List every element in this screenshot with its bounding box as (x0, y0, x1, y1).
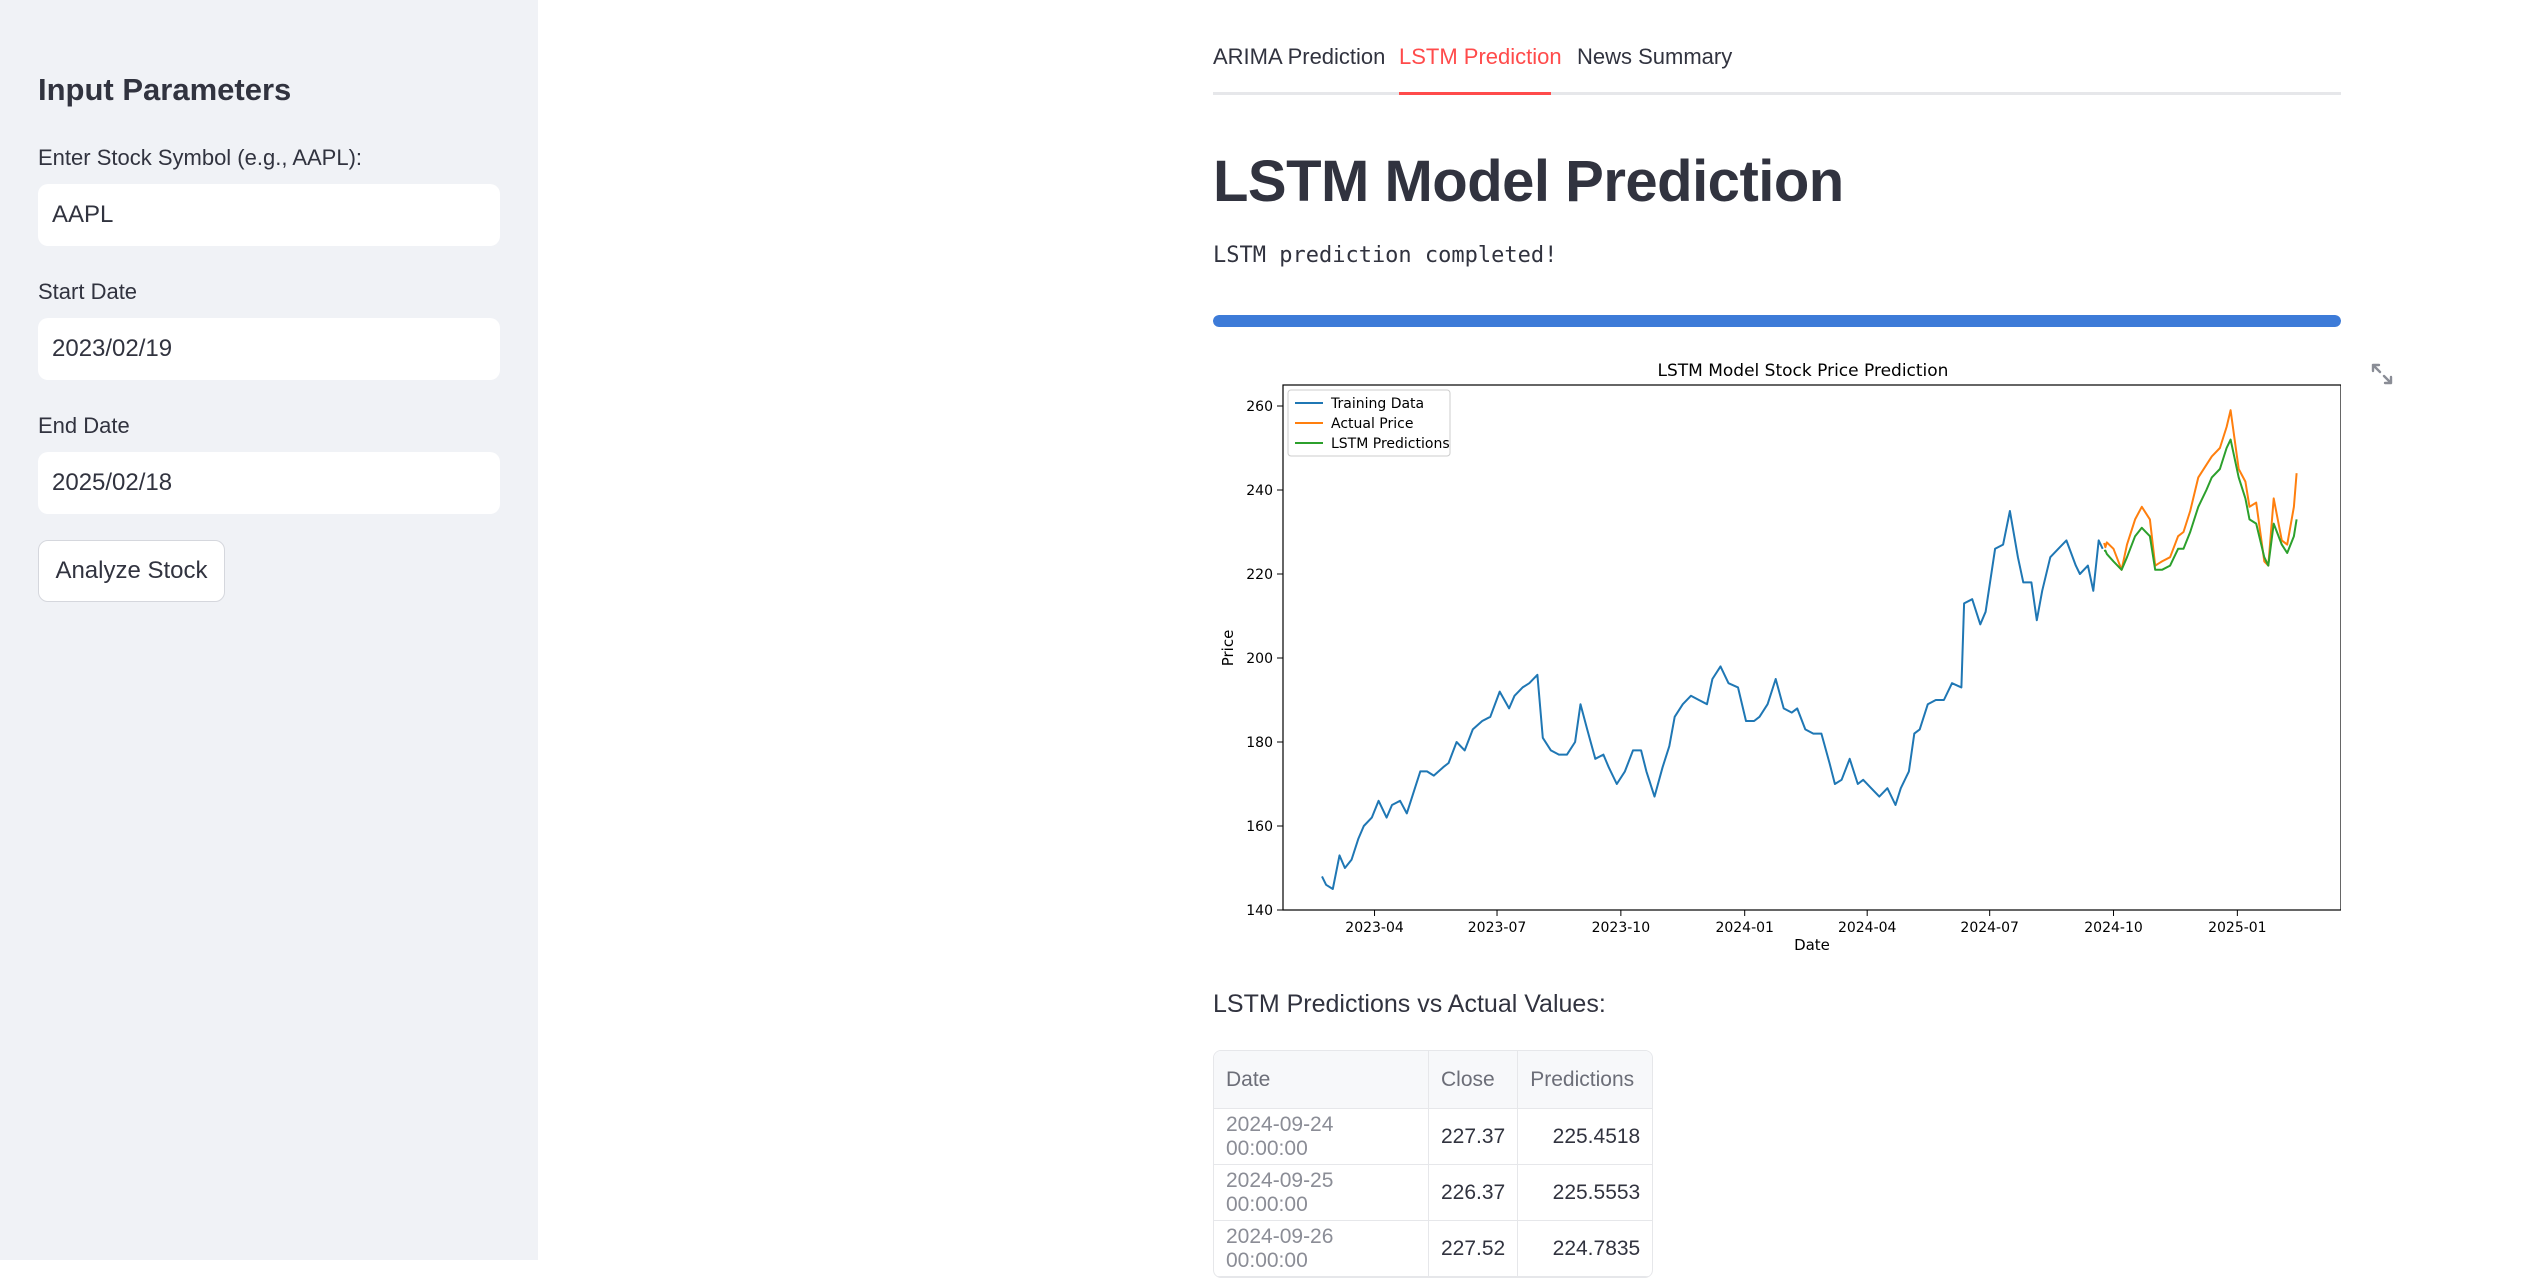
y-tick-label: 160 (1246, 819, 1273, 835)
x-tick-label: 2025-01 (2208, 920, 2267, 936)
table-row: 2024-09-24 00:00:00 227.37 225.4518 (1214, 1109, 1653, 1165)
chart-series (1321, 409, 2298, 890)
legend-label-actual: Actual Price (1331, 416, 1413, 432)
symbol-input-value: AAPL (52, 201, 114, 228)
x-tick-label: 2023-04 (1345, 920, 1404, 936)
chart-plot-area (1282, 384, 2342, 911)
expand-fullscreen-icon[interactable] (2370, 362, 2394, 386)
page-title: LSTM Model Prediction (1213, 149, 1844, 214)
start-date-input[interactable]: 2023/02/19 (38, 318, 500, 380)
chart-legend: Training Data Actual Price LSTM Predicti… (1287, 389, 1451, 457)
active-tab-indicator (1399, 92, 1551, 95)
sidebar: Input Parameters Enter Stock Symbol (e.g… (0, 0, 538, 1260)
table-header-row: Date Close Predictions (1214, 1051, 1653, 1109)
row-close: 227.52 (1429, 1221, 1519, 1277)
analyze-stock-button[interactable]: Analyze Stock (38, 540, 225, 602)
y-tick-label: 180 (1246, 735, 1273, 751)
column-header-date[interactable]: Date (1214, 1051, 1429, 1109)
symbol-input[interactable]: AAPL (38, 184, 500, 246)
y-tick-label: 200 (1246, 651, 1273, 667)
tab-bar-divider (1213, 92, 2341, 95)
tab-bar: ARIMA Prediction LSTM Prediction News Su… (1213, 40, 2341, 96)
y-axis-ticks: 140 160 180 200 220 240 260 (1246, 399, 1283, 919)
row-date: 2024-09-26 00:00:00 (1214, 1221, 1429, 1277)
y-tick-label: 140 (1246, 903, 1273, 919)
x-tick-label: 2024-01 (1715, 920, 1774, 936)
chart-title: LSTM Model Stock Price Prediction (1658, 361, 1949, 381)
table-row: 2024-09-26 00:00:00 227.52 224.7835 (1214, 1221, 1653, 1277)
x-tick-label: 2023-07 (1468, 920, 1527, 936)
end-date-label: End Date (38, 413, 130, 438)
row-prediction: 224.7835 (1518, 1221, 1653, 1277)
row-date: 2024-09-25 00:00:00 (1214, 1165, 1429, 1221)
legend-box (1287, 389, 1451, 457)
end-date-input[interactable]: 2025/02/18 (38, 452, 500, 514)
series-line-predictions (2103, 438, 2298, 571)
x-axis-label: Date (1794, 936, 1830, 954)
row-close: 227.37 (1429, 1109, 1519, 1165)
row-prediction: 225.5553 (1518, 1165, 1653, 1221)
y-axis-label: Price (1219, 630, 1237, 667)
start-date-value: 2023/02/19 (52, 335, 173, 362)
column-header-close[interactable]: Close (1429, 1051, 1519, 1109)
table-caption: LSTM Predictions vs Actual Values: (1213, 990, 1606, 1018)
row-date: 2024-09-24 00:00:00 (1214, 1109, 1429, 1165)
legend-label-training: Training Data (1330, 396, 1424, 412)
tab-lstm-prediction[interactable]: LSTM Prediction (1399, 44, 1562, 69)
y-tick-label: 240 (1246, 483, 1273, 499)
progress-bar-fill (1213, 315, 2341, 327)
lstm-chart-svg: LSTM Model Stock Price Prediction 140 160… (1219, 361, 2342, 954)
row-close: 226.37 (1429, 1165, 1519, 1221)
x-tick-label: 2023-10 (1592, 920, 1651, 936)
series-line-training (1321, 510, 2104, 890)
table-row: 2024-09-25 00:00:00 226.37 225.5553 (1214, 1165, 1653, 1221)
y-tick-label: 220 (1246, 567, 1273, 583)
sidebar-title: Input Parameters (38, 72, 292, 107)
tab-news-summary[interactable]: News Summary (1577, 44, 1733, 69)
predictions-table: Date Close Predictions 2024-09-24 00:00:… (1213, 1050, 1654, 1278)
start-date-label: Start Date (38, 279, 138, 304)
x-tick-label: 2024-10 (2084, 920, 2143, 936)
lstm-chart: LSTM Model Stock Price Prediction 140 160… (1213, 352, 2342, 962)
progress-bar (1213, 315, 2341, 327)
legend-label-predictions: LSTM Predictions (1331, 436, 1450, 452)
x-tick-label: 2024-07 (1960, 920, 2019, 936)
tab-arima-prediction[interactable]: ARIMA Prediction (1213, 44, 1386, 69)
y-tick-label: 260 (1246, 399, 1273, 415)
status-message: LSTM prediction completed! (1213, 243, 1558, 268)
x-tick-label: 2024-04 (1838, 920, 1897, 936)
end-date-value: 2025/02/18 (52, 469, 173, 496)
column-header-predictions[interactable]: Predictions (1518, 1051, 1653, 1109)
symbol-label: Enter Stock Symbol (e.g., AAPL): (38, 145, 363, 170)
x-axis-ticks: 2023-04 2023-07 2023-10 2024-01 2024-04 2024-… (1345, 910, 2267, 936)
row-prediction: 225.4518 (1518, 1109, 1653, 1165)
series-line-actual (2103, 409, 2298, 571)
